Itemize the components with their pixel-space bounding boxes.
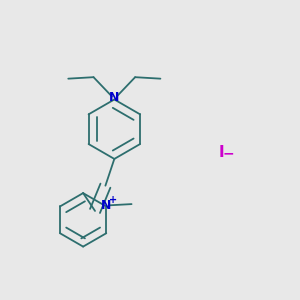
Text: I: I: [218, 146, 224, 160]
Text: N: N: [109, 92, 119, 104]
Text: −: −: [223, 147, 235, 160]
Text: N: N: [101, 199, 112, 212]
Text: +: +: [109, 195, 117, 205]
